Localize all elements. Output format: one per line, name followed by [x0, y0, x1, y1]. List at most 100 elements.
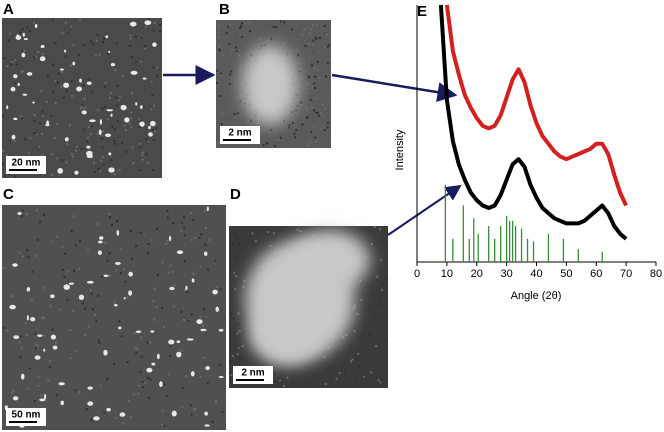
noise [122, 422, 125, 425]
noise [241, 20, 244, 23]
noise [38, 145, 41, 148]
noise [308, 140, 311, 143]
noise [288, 53, 291, 56]
noise [155, 127, 158, 130]
particle [39, 398, 46, 402]
noise [249, 120, 252, 123]
noise [101, 155, 104, 158]
noise [10, 295, 13, 298]
noise [64, 21, 67, 24]
noise [57, 72, 60, 75]
noise [47, 379, 50, 382]
noise [369, 304, 372, 307]
particle [43, 348, 46, 352]
noise [139, 370, 142, 373]
noise [353, 304, 356, 307]
particle [144, 20, 152, 26]
noise [236, 353, 239, 356]
noise [134, 61, 137, 64]
noise [152, 300, 155, 303]
noise [318, 77, 321, 80]
noise [95, 54, 98, 57]
particle [98, 129, 102, 135]
noise [6, 65, 9, 68]
noise [2, 163, 5, 166]
noise [20, 115, 23, 118]
noise [96, 108, 99, 111]
noise [325, 75, 328, 78]
noise [90, 90, 93, 93]
noise [287, 237, 290, 240]
noise [110, 159, 113, 162]
noise [119, 272, 122, 275]
noise [20, 117, 23, 120]
noise [130, 91, 133, 94]
noise [21, 50, 24, 53]
particle [110, 113, 113, 117]
noise [186, 291, 189, 294]
noise [283, 21, 286, 24]
noise [139, 231, 142, 234]
noise [241, 21, 244, 24]
noise [225, 32, 228, 35]
particle [39, 56, 46, 62]
particle [156, 353, 160, 360]
noise [233, 49, 236, 52]
noise [134, 346, 137, 349]
noise [133, 331, 136, 334]
noise [288, 124, 291, 127]
noise [295, 113, 298, 116]
noise [251, 232, 254, 235]
noise [279, 379, 282, 382]
noise [305, 109, 308, 112]
noise [63, 275, 66, 278]
noise [26, 387, 29, 390]
noise [272, 232, 275, 235]
noise [182, 216, 185, 219]
noise [119, 248, 122, 251]
particle [17, 211, 22, 215]
particle [212, 289, 218, 295]
noise [52, 63, 55, 66]
noise [203, 356, 206, 359]
noise [101, 107, 104, 110]
noise [200, 233, 203, 236]
noise [273, 372, 276, 375]
noise [324, 46, 327, 49]
particle [50, 334, 57, 340]
noise [312, 43, 315, 46]
noise [98, 170, 101, 173]
noise [238, 243, 241, 246]
noise [42, 334, 45, 337]
particle [113, 304, 118, 307]
noise [39, 220, 42, 223]
particle [46, 120, 50, 127]
noise [379, 381, 382, 384]
noise [100, 137, 103, 140]
noise [318, 114, 321, 117]
noise [87, 126, 90, 129]
noise [86, 249, 89, 252]
noise [378, 299, 381, 302]
noise [113, 172, 116, 175]
noise [40, 90, 43, 93]
noise [131, 56, 134, 59]
particle [103, 349, 108, 356]
noise [221, 112, 224, 115]
noise [96, 223, 99, 226]
noise [80, 107, 83, 110]
noise [35, 133, 38, 136]
noise [97, 339, 100, 342]
noise [327, 368, 330, 371]
particle [26, 72, 33, 76]
particle [6, 105, 9, 110]
particle [22, 93, 28, 96]
noise [190, 313, 193, 316]
noise [156, 227, 159, 230]
noise [23, 49, 26, 52]
noise [114, 69, 117, 72]
noise [206, 268, 209, 271]
noise [230, 70, 233, 73]
noise [310, 64, 313, 67]
noise [221, 410, 224, 413]
